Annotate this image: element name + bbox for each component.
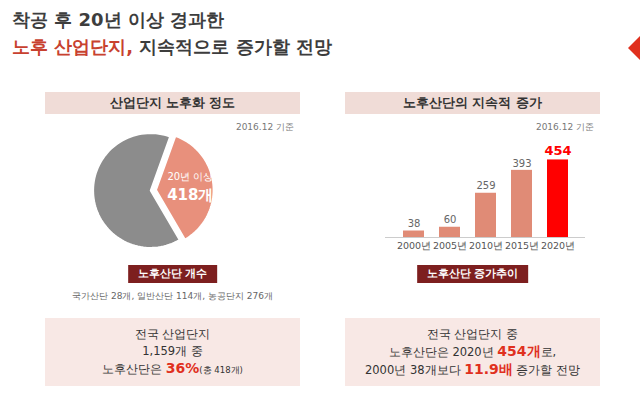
- svg-text:418개: 418개: [167, 186, 213, 204]
- svg-text:38: 38: [408, 218, 421, 229]
- html-text:1,159개 중: 1,159개 중: [142, 343, 203, 358]
- svg-text:259: 259: [476, 180, 495, 191]
- svg-text:20년 이상: 20년 이상: [167, 171, 213, 182]
- svg-text:454: 454: [544, 143, 571, 158]
- html-text:노후산단은 2020년454개로,: 노후산단은 2020년454개로,: [388, 342, 557, 359]
- html-text:노후산단은36%(총 418개): 노후산단은36%(총 418개): [102, 359, 243, 376]
- html-text:노후산단 증가추이: 노후산단 증가추이: [426, 267, 519, 279]
- svg-text:60: 60: [444, 214, 457, 225]
- svg-text:2015년: 2015년: [505, 240, 539, 251]
- html-text:노후산단의 지속적 증가: 노후산단의 지속적 증가: [403, 95, 542, 110]
- html-text:2000년 38개보다11.9배증가할 전망: 2000년 38개보다11.9배증가할 전망: [365, 360, 580, 377]
- html-text:노후산단 개수: 노후산단 개수: [137, 267, 208, 279]
- svg-text:393: 393: [512, 158, 531, 169]
- html-text:2016.12 기준: 2016.12 기준: [235, 122, 294, 132]
- html-text:전국 산업단지: 전국 산업단지: [134, 326, 211, 341]
- html-text:산업단지 노후화 정도: 산업단지 노후화 정도: [109, 95, 236, 110]
- html-text:2016.12 기준: 2016.12 기준: [535, 122, 594, 132]
- html-text:국가산단 28개, 일반산단 114개, 농공단지 276개: 국가산단 28개, 일반산단 114개, 농공단지 276개: [72, 291, 273, 301]
- html-text:착공 후 20년 이상 경과한: 착공 후 20년 이상 경과한: [12, 9, 225, 30]
- svg-text:2000년: 2000년: [397, 240, 431, 251]
- html-text:노후 산업단지,지속적으로 증가할 전망: 노후 산업단지,지속적으로 증가할 전망: [12, 36, 332, 57]
- html-text:전국 산업단지 중: 전국 산업단지 중: [426, 326, 519, 341]
- svg-text:2010년: 2010년: [469, 240, 503, 251]
- svg-text:2020년: 2020년: [541, 240, 575, 251]
- svg-text:2005년: 2005년: [433, 240, 467, 251]
